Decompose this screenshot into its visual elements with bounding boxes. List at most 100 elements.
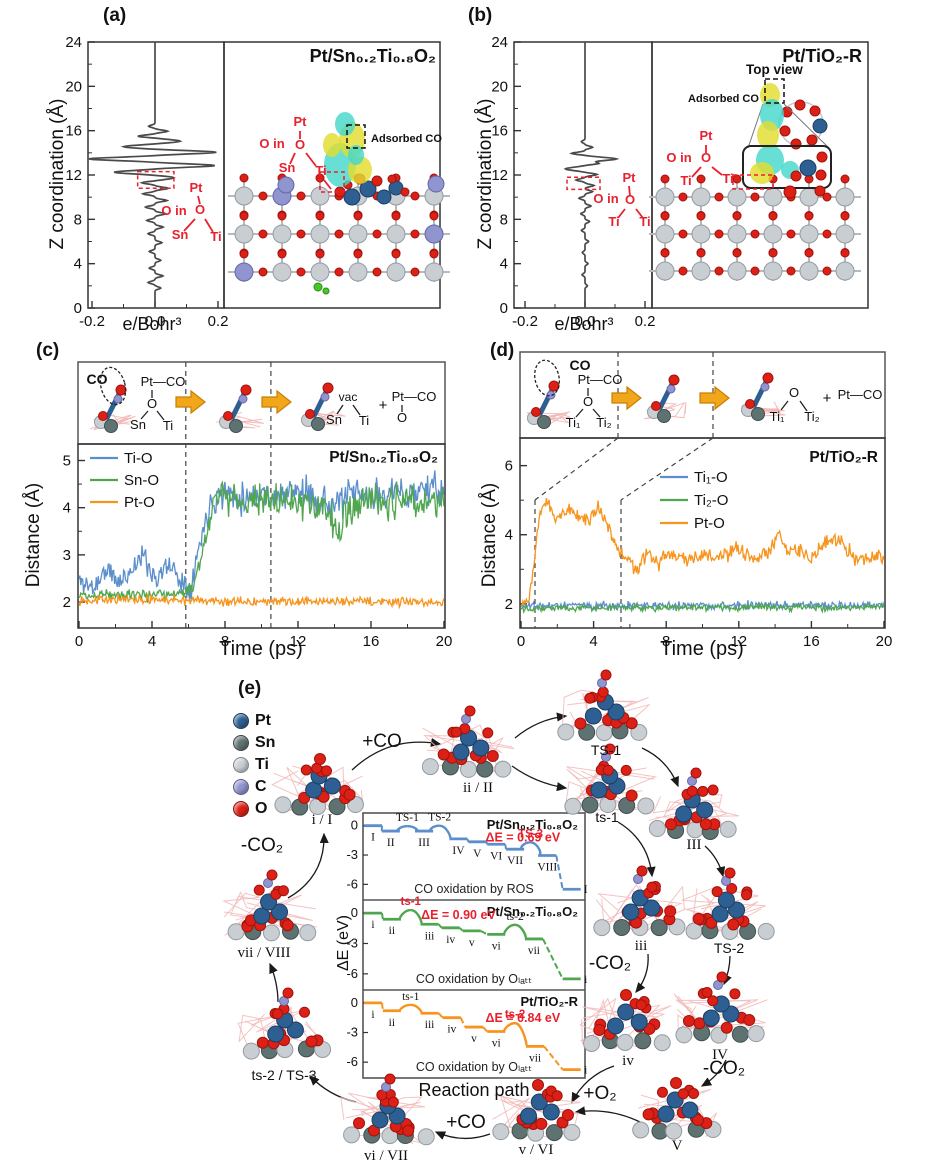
co-highlight-ellipse <box>534 359 560 397</box>
x-tick-label: 0.0 <box>145 313 166 330</box>
o-atom <box>239 173 249 183</box>
cycle-arrow <box>514 712 568 739</box>
o-atom <box>809 105 821 117</box>
o-atom <box>691 1114 704 1127</box>
o-atom <box>258 229 268 239</box>
ti-atom <box>727 187 747 207</box>
o-atom <box>794 99 806 111</box>
o-atom <box>296 267 306 277</box>
ti-atom <box>563 1123 581 1141</box>
pt-atom <box>286 1021 304 1039</box>
x-tick-label: 12 <box>290 633 307 650</box>
g-atom <box>313 282 323 292</box>
structure-model <box>340 1073 435 1146</box>
reaction-arrow-label: +CO <box>362 731 402 752</box>
o-atom <box>768 248 778 258</box>
pt-atom <box>657 1105 675 1123</box>
o-atom <box>762 372 774 384</box>
ti-atom <box>310 224 330 244</box>
pt-atom <box>607 703 625 721</box>
pt-co-label: Pt—CO <box>392 389 437 404</box>
structure-model <box>271 753 364 816</box>
structure-model <box>681 867 775 940</box>
y-tick-label: 2 <box>505 596 513 613</box>
o-atom <box>790 138 802 150</box>
motif-left-metal-label: Sn <box>279 160 296 175</box>
o-atom <box>692 912 705 925</box>
c-atom <box>277 176 295 194</box>
c-atom <box>234 262 254 282</box>
panel-d-title: Pt/TiO₂-R <box>809 449 878 466</box>
panel-b-title: Pt/TiO₂-R <box>782 46 862 66</box>
o-atom <box>266 869 278 881</box>
structure-label: i / I <box>312 812 333 828</box>
y-tick-label: 0 <box>500 300 508 317</box>
panel-d-letter: (d) <box>490 340 515 361</box>
stage-label: III <box>418 837 430 849</box>
o-atom <box>115 384 127 396</box>
x-tick-label: 16 <box>803 633 820 650</box>
energy-y-tick: -6 <box>346 966 358 981</box>
ti-atom <box>763 261 783 281</box>
sn-atom <box>613 918 631 936</box>
species-legend-label: Sn <box>255 734 276 751</box>
ti-atom <box>421 758 439 776</box>
ti-atom <box>494 760 512 778</box>
c-atom <box>424 224 444 244</box>
o-atom <box>690 767 702 779</box>
o-label: O <box>583 394 593 409</box>
pt-atom <box>343 188 361 206</box>
o-atom <box>840 174 850 184</box>
motif-left-metal-label: Ti <box>608 214 619 229</box>
cycle-arrow <box>723 955 732 986</box>
ti-atom <box>691 187 711 207</box>
ti-atom <box>655 187 675 207</box>
x-tick-label: -0.2 <box>79 313 105 330</box>
vac-label: vac <box>339 390 358 404</box>
motif-o-label: O <box>625 192 635 207</box>
pt-atom <box>717 891 735 909</box>
pt-atom <box>530 1093 548 1111</box>
stage-label: v <box>471 1033 477 1045</box>
o-atom <box>726 883 738 895</box>
stage-label: iii <box>425 1019 435 1031</box>
o-atom <box>729 988 741 1000</box>
energy-barrier-annotation: ΔE = 0.84 eV <box>486 1011 561 1025</box>
x-tick-label: 0 <box>517 633 525 650</box>
o-atom <box>602 764 614 776</box>
ti-atom <box>655 261 675 281</box>
sn-atom <box>229 419 243 433</box>
ti-atom <box>348 224 368 244</box>
y-tick-label: 4 <box>74 256 82 273</box>
o-atom <box>656 1086 668 1098</box>
cycle-arrow <box>635 953 649 994</box>
x-tick-label: 12 <box>730 633 747 650</box>
ti-atom <box>262 924 280 942</box>
stage-label: vii <box>529 1052 541 1064</box>
cycle-arrow <box>434 1131 491 1140</box>
y-tick-label: 20 <box>65 78 82 95</box>
o-atom <box>697 785 709 797</box>
structure-label: ts-1 <box>595 809 619 825</box>
o-atom <box>678 266 688 276</box>
energy-barrier-annotation: ΔE = 0.69 eV <box>486 830 561 844</box>
o-atom <box>353 249 363 259</box>
pt-co-label: Pt—CO <box>578 372 623 387</box>
pt-atom <box>472 739 490 757</box>
pt-atom <box>359 180 377 198</box>
motif-pt-label: Pt <box>190 180 204 195</box>
legend-label: Sn-O <box>124 472 159 489</box>
sn-atom <box>657 409 671 423</box>
motif-o-in-label: O in <box>666 150 691 165</box>
o-atom <box>682 1015 695 1028</box>
species-legend-item: Sn <box>233 732 275 754</box>
o-atom <box>635 999 647 1011</box>
motif-o-in-label: O in <box>593 191 618 206</box>
species-legend-item: C <box>233 776 275 798</box>
energy-y-tick: -6 <box>346 876 358 891</box>
o-atom <box>277 885 289 897</box>
o-atom <box>678 192 688 202</box>
o-atom <box>804 211 814 221</box>
stage-label: vii <box>528 945 540 957</box>
structure-model <box>221 869 317 942</box>
